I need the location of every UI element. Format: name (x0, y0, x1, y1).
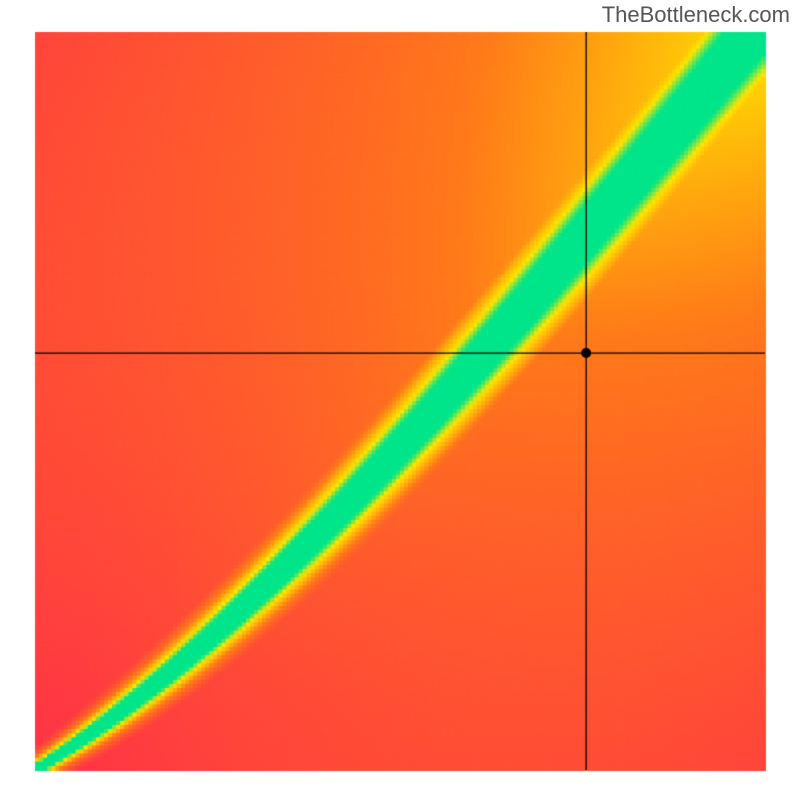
watermark-text: TheBottleneck.com (602, 2, 790, 28)
bottleneck-heatmap (0, 0, 800, 800)
chart-container: TheBottleneck.com (0, 0, 800, 800)
